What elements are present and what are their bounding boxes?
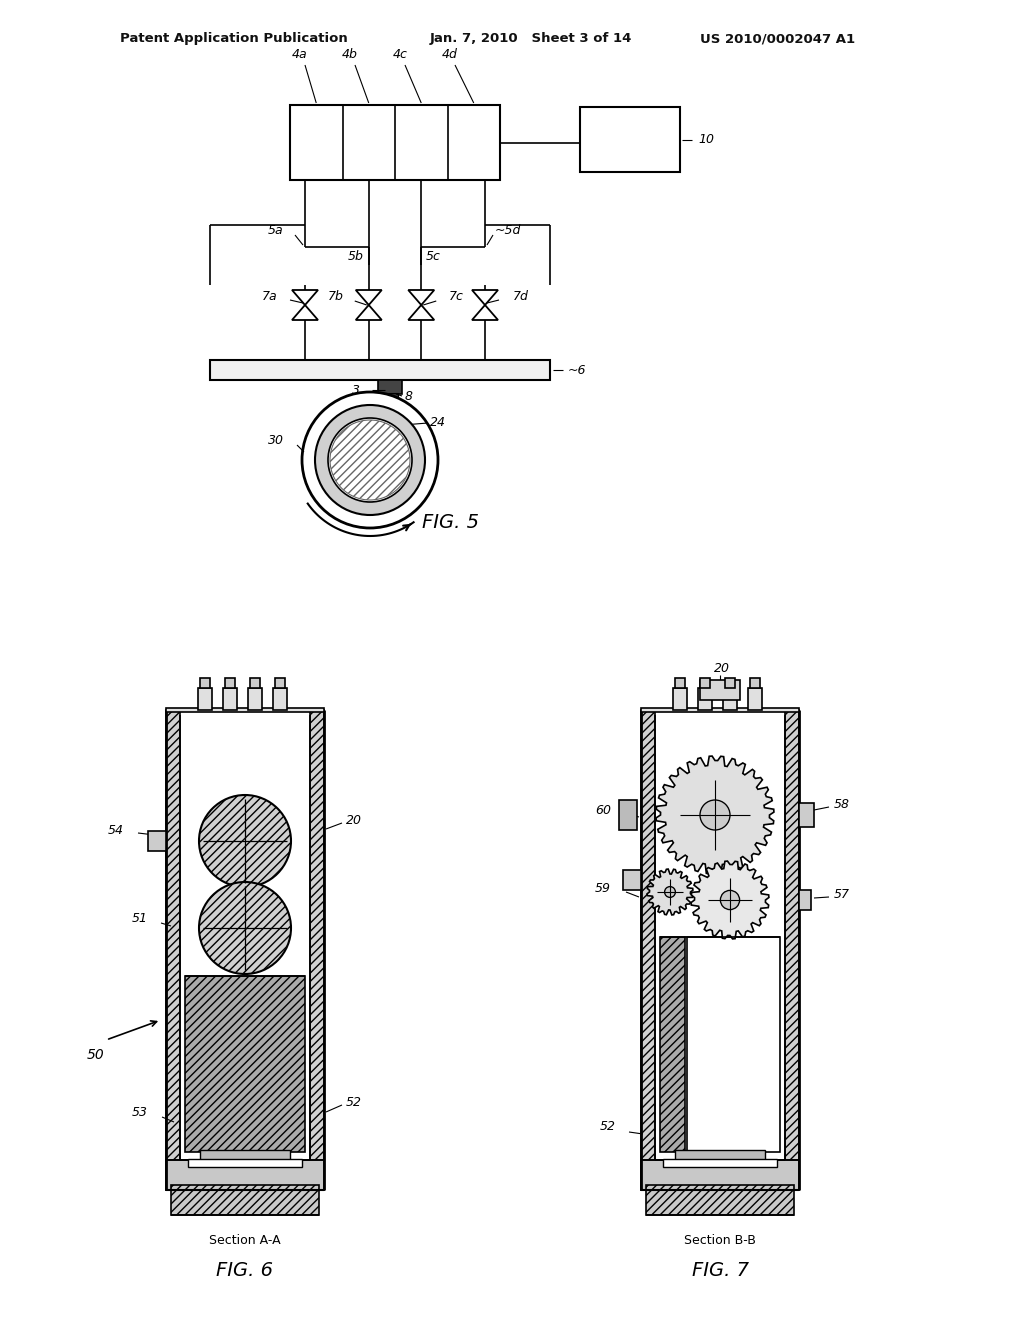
Bar xyxy=(799,803,814,828)
Bar xyxy=(623,870,641,890)
Bar xyxy=(675,1150,765,1162)
Text: 8: 8 xyxy=(406,389,413,403)
Text: FIG. 6: FIG. 6 xyxy=(216,1261,273,1279)
Text: 59: 59 xyxy=(595,882,611,895)
Text: Section B-B: Section B-B xyxy=(684,1233,756,1246)
Text: 7a: 7a xyxy=(261,290,278,304)
Bar xyxy=(378,380,402,393)
Bar xyxy=(641,1160,799,1191)
Text: 4c: 4c xyxy=(392,49,408,62)
Text: 24: 24 xyxy=(430,417,446,429)
Text: FIG. 5: FIG. 5 xyxy=(422,512,478,532)
Bar xyxy=(700,678,710,688)
Bar xyxy=(663,1159,777,1167)
Text: 53: 53 xyxy=(132,1106,148,1118)
Text: 60: 60 xyxy=(595,804,611,817)
Text: 7c: 7c xyxy=(450,290,464,304)
Bar xyxy=(641,710,655,1191)
Circle shape xyxy=(199,795,291,887)
Text: 20: 20 xyxy=(714,661,730,675)
Bar xyxy=(148,832,166,851)
Bar xyxy=(166,708,324,711)
Text: FIG. 7: FIG. 7 xyxy=(691,1261,749,1279)
Bar xyxy=(275,678,285,688)
Text: Jan. 7, 2010   Sheet 3 of 14: Jan. 7, 2010 Sheet 3 of 14 xyxy=(430,32,633,45)
Bar xyxy=(673,688,687,710)
Bar xyxy=(580,107,680,172)
Ellipse shape xyxy=(315,405,425,515)
Text: 4a: 4a xyxy=(292,49,308,62)
Bar xyxy=(166,710,180,1191)
Text: 4d: 4d xyxy=(442,49,458,62)
Text: US 2010/0002047 A1: US 2010/0002047 A1 xyxy=(700,32,855,45)
Text: 52: 52 xyxy=(600,1121,616,1134)
Text: 3: 3 xyxy=(352,384,360,396)
Bar xyxy=(223,688,237,710)
Bar xyxy=(166,1160,324,1191)
Bar xyxy=(748,688,762,710)
Bar xyxy=(723,688,737,710)
Text: 51: 51 xyxy=(132,912,148,924)
Bar xyxy=(200,678,210,688)
Bar xyxy=(785,710,799,1191)
Text: Patent Application Publication: Patent Application Publication xyxy=(120,32,348,45)
Bar xyxy=(641,708,799,711)
Bar xyxy=(310,710,324,1191)
Bar xyxy=(799,890,811,909)
Text: ~5d: ~5d xyxy=(495,223,521,236)
Text: 5c: 5c xyxy=(426,251,441,264)
Text: 4b: 4b xyxy=(342,49,358,62)
Circle shape xyxy=(199,882,291,974)
Bar xyxy=(290,106,500,180)
Bar xyxy=(618,800,637,830)
Bar xyxy=(210,360,550,380)
Text: 58: 58 xyxy=(834,799,850,812)
Bar xyxy=(171,1185,319,1214)
Bar xyxy=(198,688,212,710)
Text: 50: 50 xyxy=(87,1048,104,1063)
Bar xyxy=(248,688,262,710)
Bar xyxy=(698,688,712,710)
Bar xyxy=(225,678,234,688)
Circle shape xyxy=(721,891,739,909)
Bar xyxy=(675,678,685,688)
Bar xyxy=(185,975,305,1152)
Text: 7b: 7b xyxy=(328,290,344,304)
Text: 54: 54 xyxy=(108,825,124,837)
Circle shape xyxy=(700,800,730,830)
Bar xyxy=(750,678,760,688)
Circle shape xyxy=(665,887,676,898)
Text: 10: 10 xyxy=(698,133,714,147)
Bar xyxy=(382,393,398,399)
Ellipse shape xyxy=(328,418,412,502)
Bar xyxy=(700,680,740,700)
Text: 20: 20 xyxy=(346,814,362,828)
Text: 7d: 7d xyxy=(513,290,528,304)
Bar xyxy=(200,1150,290,1162)
Polygon shape xyxy=(647,869,693,915)
Polygon shape xyxy=(691,861,769,939)
Ellipse shape xyxy=(302,392,438,528)
Bar xyxy=(687,937,780,1152)
Bar xyxy=(250,678,260,688)
Text: 5a: 5a xyxy=(267,223,283,236)
Polygon shape xyxy=(656,756,774,874)
Text: Section A-A: Section A-A xyxy=(209,1233,281,1246)
Ellipse shape xyxy=(330,420,410,500)
Bar xyxy=(660,937,685,1152)
Bar xyxy=(725,678,735,688)
Text: 5b: 5b xyxy=(348,251,364,264)
Bar xyxy=(273,688,287,710)
Text: 30: 30 xyxy=(268,433,284,446)
Bar xyxy=(646,1185,794,1214)
Text: 57: 57 xyxy=(834,888,850,902)
Text: ~6: ~6 xyxy=(568,363,587,376)
Bar xyxy=(188,1159,302,1167)
Text: 52: 52 xyxy=(346,1096,362,1109)
